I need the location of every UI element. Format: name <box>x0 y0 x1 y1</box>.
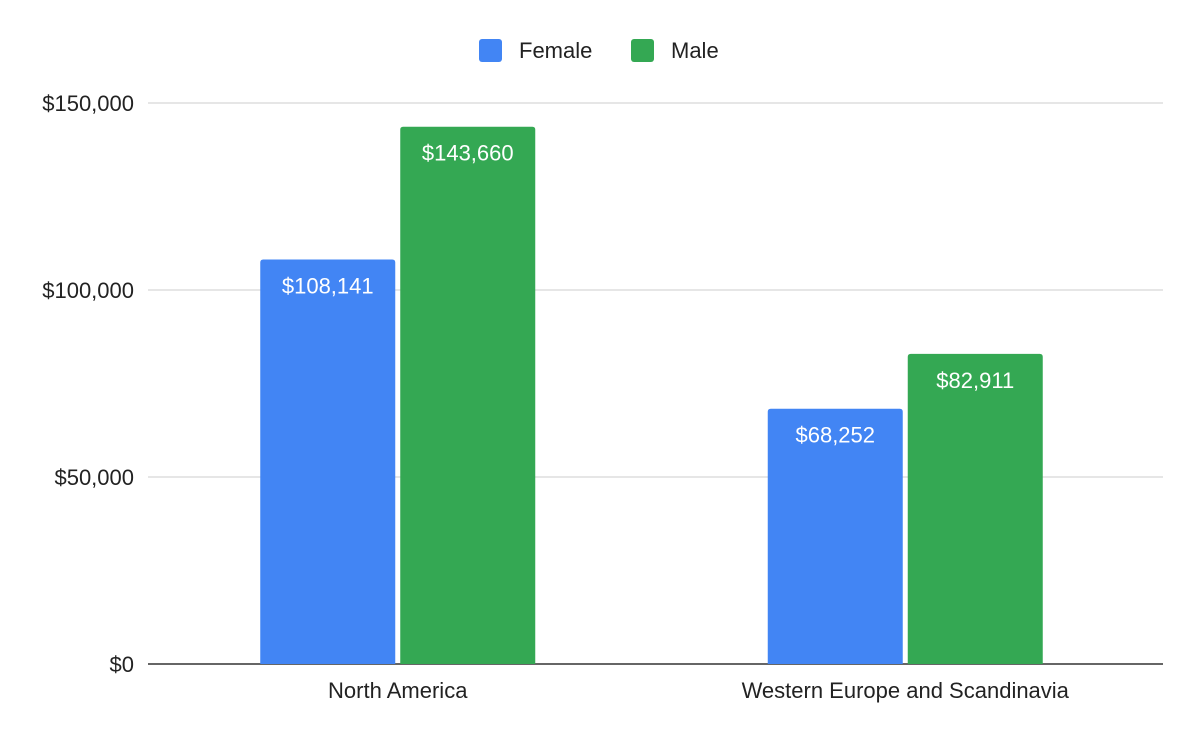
legend-label: Male <box>671 38 719 63</box>
bar-value-label: $82,911 <box>936 368 1014 393</box>
legend-swatch <box>479 39 502 62</box>
bars <box>260 126 1043 664</box>
y-tick-label: $50,000 <box>54 465 134 490</box>
legend-item-male: Male <box>631 38 719 63</box>
bar-male-1 <box>400 126 536 664</box>
y-tick-label: $0 <box>110 652 134 677</box>
y-tick-label: $100,000 <box>42 278 134 303</box>
bar-value-labels: $108,141 $143,660 $68,252 $82,911 <box>282 141 1014 448</box>
y-axis-tick-labels: $0 $50,000 $100,000 $150,000 <box>42 91 134 677</box>
bar-value-label: $108,141 <box>282 274 374 299</box>
legend: Female Male <box>479 38 719 63</box>
bar-value-label: $68,252 <box>795 423 875 448</box>
bar-female-1 <box>260 259 396 664</box>
x-axis-category-labels: North America Western Europe and Scandina… <box>328 678 1070 703</box>
bar-female-2 <box>767 408 903 664</box>
bar-male-2 <box>907 353 1043 664</box>
y-tick-label: $150,000 <box>42 91 134 116</box>
x-category-label: Western Europe and Scandinavia <box>742 678 1070 703</box>
bar-value-label: $143,660 <box>422 141 514 166</box>
legend-item-female: Female <box>479 38 592 63</box>
x-category-label: North America <box>328 678 468 703</box>
legend-swatch <box>631 39 654 62</box>
legend-label: Female <box>519 38 592 63</box>
